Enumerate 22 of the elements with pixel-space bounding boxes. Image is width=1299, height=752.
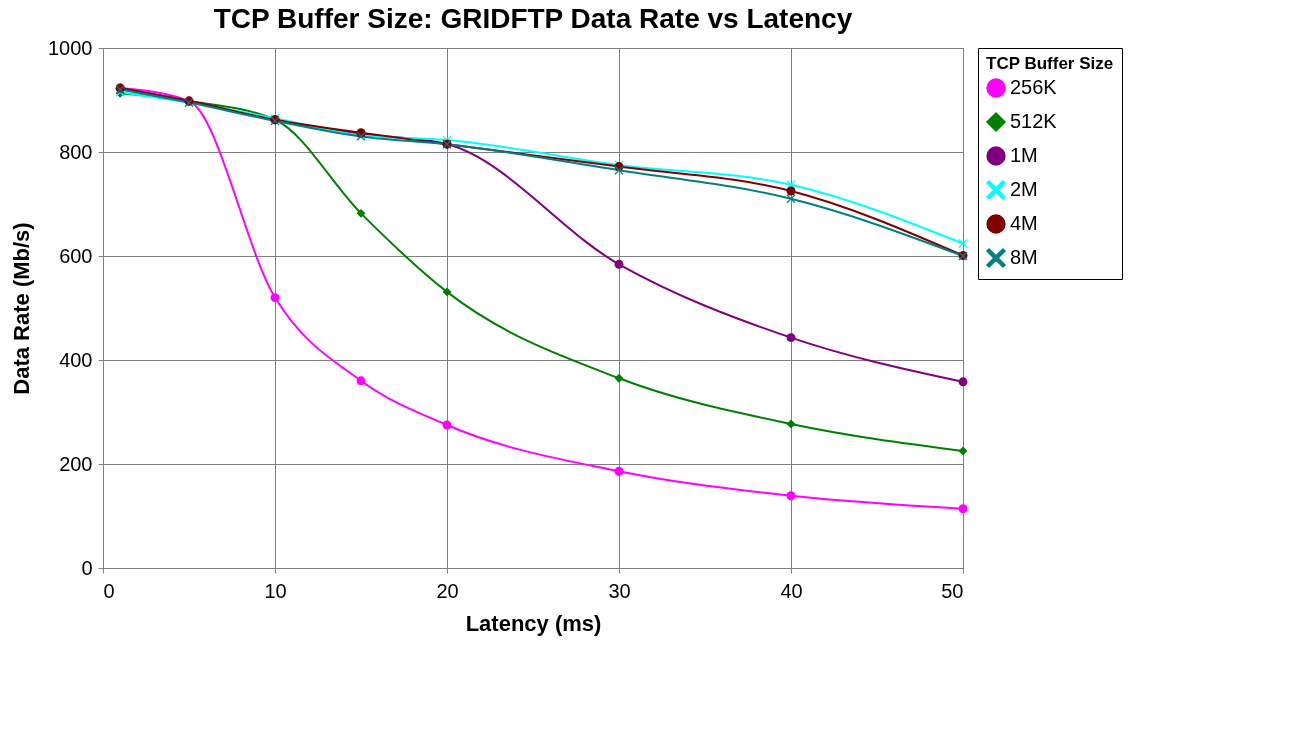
x-tick-label: 0 — [103, 579, 115, 602]
legend-title: TCP Buffer Size — [986, 54, 1114, 73]
legend-label: 256K — [1010, 76, 1058, 98]
y-tick-label: 200 — [59, 452, 93, 475]
y-tick-label: 600 — [59, 244, 93, 267]
legend-label: 8M — [1010, 246, 1038, 268]
y-tick-label: 800 — [59, 140, 93, 163]
y-axis-title: Data Rate (Mb/s) — [9, 222, 35, 395]
y-tick-label: 0 — [81, 556, 93, 579]
legend-label: 2M — [1010, 178, 1038, 200]
x-tick-label: 20 — [436, 579, 459, 602]
y-tick-label: 400 — [59, 348, 93, 371]
legend-label: 1M — [1010, 144, 1038, 166]
y-tick-label: 1000 — [48, 36, 93, 59]
legend-label: 512K — [1010, 110, 1058, 132]
x-tick-label: 30 — [608, 579, 631, 602]
x-axis-title: Latency (ms) — [465, 610, 602, 636]
legend-label: 4M — [1010, 212, 1038, 234]
x-tick-label: 40 — [780, 579, 803, 602]
chart-title: TCP Buffer Size: GRIDFTP Data Rate vs Latency — [213, 3, 853, 34]
x-tick-label: 10 — [264, 579, 287, 602]
x-tick-label: 50 — [941, 579, 964, 602]
